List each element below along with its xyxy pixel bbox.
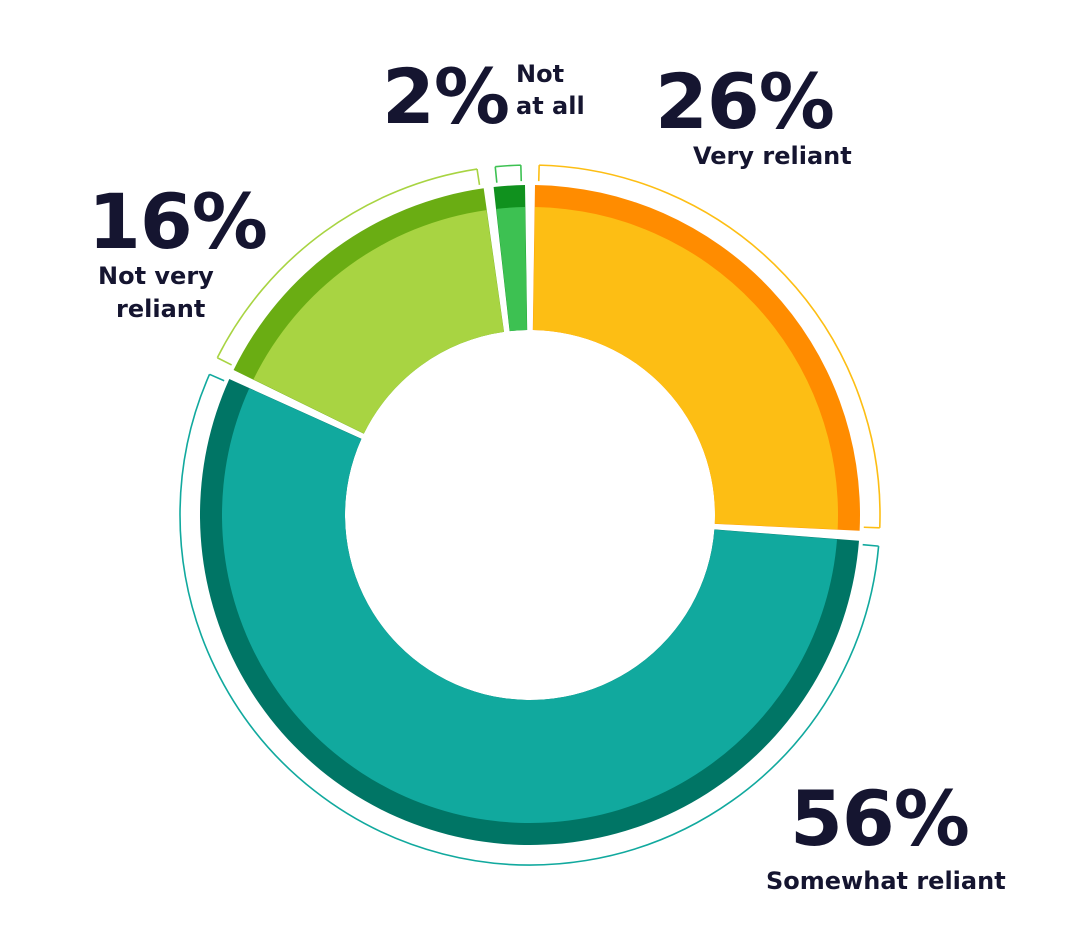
not-at-all-label-line1: Not bbox=[516, 60, 564, 88]
somewhat-reliant-percent: 56% bbox=[790, 774, 969, 863]
slice-face-not-at-all bbox=[496, 207, 527, 332]
callout-not-very-reliant bbox=[216, 168, 481, 366]
slice-face-somewhat-reliant bbox=[221, 388, 838, 824]
slices-group bbox=[200, 185, 860, 845]
not-very-reliant-label-line2: reliant bbox=[116, 295, 205, 323]
callouts-group bbox=[179, 164, 881, 866]
somewhat-reliant-label: Somewhat reliant bbox=[766, 867, 1006, 895]
not-very-reliant-percent: 16% bbox=[88, 177, 267, 266]
slice-not-very-reliant bbox=[233, 188, 505, 434]
callout-somewhat-reliant bbox=[179, 373, 880, 866]
not-at-all-label-line2: at all bbox=[516, 92, 585, 120]
callout-very-reliant bbox=[537, 164, 881, 529]
not-very-reliant-label-line1: Not very bbox=[98, 262, 214, 290]
slice-very-reliant bbox=[532, 185, 860, 531]
slice-face-not-very-reliant bbox=[253, 210, 504, 434]
slice-face-very-reliant bbox=[533, 207, 839, 530]
slice-somewhat-reliant bbox=[200, 379, 859, 845]
very-reliant-label: Very reliant bbox=[693, 142, 852, 170]
not-at-all-percent: 2% bbox=[382, 52, 509, 141]
slice-not-at-all bbox=[493, 185, 528, 332]
very-reliant-percent: 26% bbox=[655, 57, 834, 146]
callout-not-at-all bbox=[494, 164, 523, 183]
